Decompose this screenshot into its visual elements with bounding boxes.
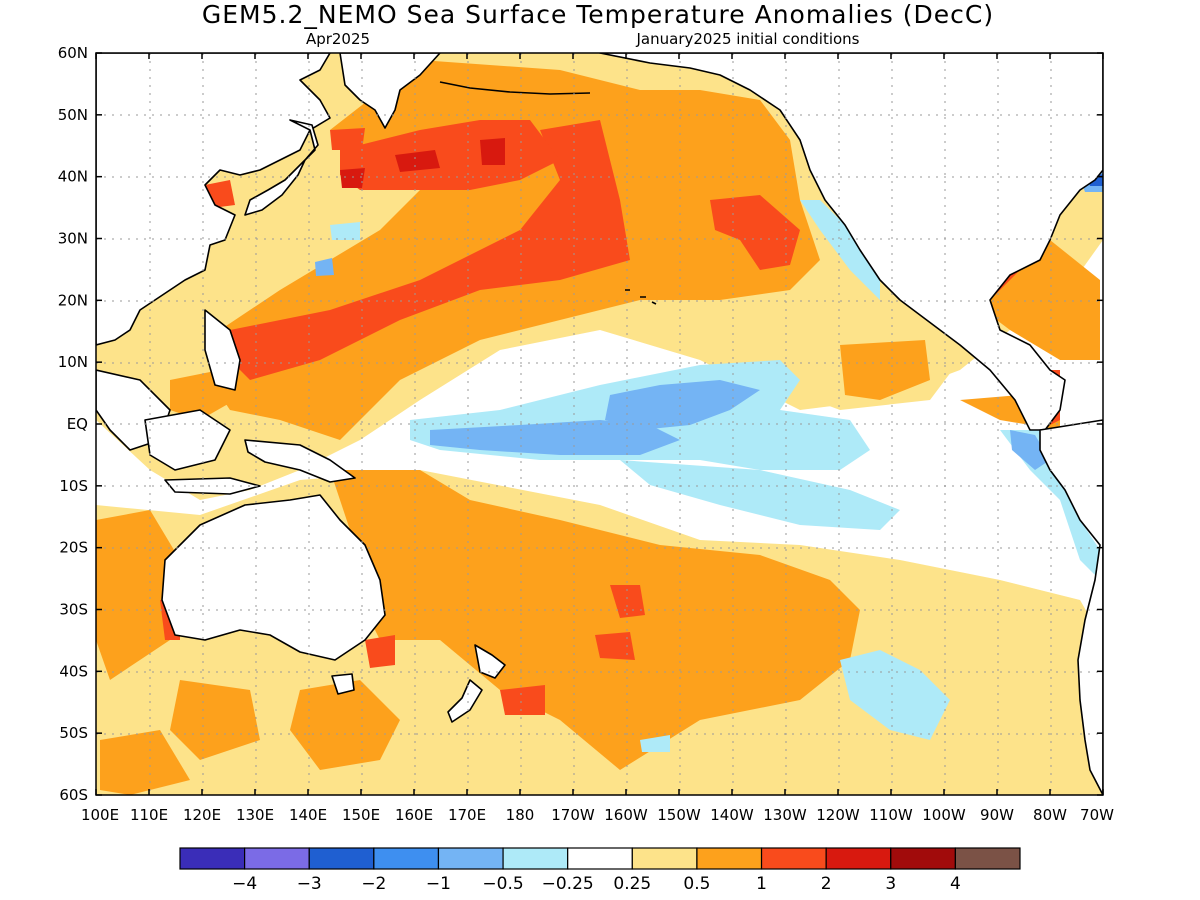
lat-label: EQ [67, 415, 88, 433]
lon-label: 140W [710, 806, 754, 824]
lat-label: 60S [59, 786, 88, 804]
lon-label: 100W [922, 806, 966, 824]
lat-label: 20N [58, 291, 88, 309]
colorbar-label: 0.25 [613, 874, 651, 894]
colorbar-swatch [567, 847, 633, 870]
lat-label: 40S [59, 662, 88, 680]
initial-conditions-label: January2025 initial conditions [636, 30, 860, 48]
colorbar-swatch [825, 847, 892, 870]
colorbar-label: 2 [821, 874, 832, 894]
colorbar-label: 4 [950, 874, 961, 894]
lat-label: 60N [58, 44, 88, 62]
lon-label: 130E [236, 806, 274, 824]
lon-label: 170W [551, 806, 595, 824]
map-field [96, 53, 1103, 795]
lon-label: 120W [816, 806, 860, 824]
anomaly-2-3 [340, 138, 505, 188]
lat-label: 40N [58, 168, 88, 186]
lat-label: 50N [58, 106, 88, 124]
lat-label: 10S [59, 477, 88, 495]
lon-label: 180 [506, 806, 535, 824]
lon-label: 130W [763, 806, 807, 824]
longitude-axis: 100E 110E 120E 130E 140E 150E 160E 170E 180 170W 1… [81, 53, 1114, 824]
colorbar-label: −3 [297, 874, 322, 894]
colorbar-swatch [760, 847, 827, 870]
colorbar-swatch [373, 847, 440, 870]
lon-label: 120E [183, 806, 221, 824]
colorbar-label: −2 [361, 874, 386, 894]
colorbar-swatch [179, 847, 246, 870]
lon-label: 170E [448, 806, 486, 824]
lon-label: 90W [980, 806, 1014, 824]
coastlines [96, 53, 1103, 795]
colorbar-swatch [437, 847, 504, 870]
colorbar: −4 −3 −2 −1 −0.5 −0.25 0.25 0.5 1 2 3 4 [179, 847, 1021, 894]
lon-label: 100E [81, 806, 119, 824]
lat-label: 30S [59, 601, 88, 619]
lat-label: 30N [58, 230, 88, 248]
colorbar-label: −0.5 [482, 874, 523, 894]
colorbar-label: −0.25 [542, 874, 594, 894]
lon-label: 150E [342, 806, 380, 824]
lon-label: 160E [395, 806, 433, 824]
latitude-axis: 60N 50N 40N 30N 20N 10N EQ 10S 20S 30S 40S 50S 60S [58, 44, 1103, 804]
colorbar-swatch [502, 847, 569, 870]
colorbar-swatch [890, 847, 956, 870]
colorbar-label: 3 [885, 874, 896, 894]
colorbar-swatch [696, 847, 763, 870]
lon-label: 160W [604, 806, 648, 824]
lat-label: 20S [59, 539, 88, 557]
colorbar-swatch [954, 847, 1021, 870]
lon-label: 110E [130, 806, 168, 824]
colorbar-label: 0.5 [683, 874, 710, 894]
lon-label: 140E [289, 806, 327, 824]
lon-label: 110W [869, 806, 913, 824]
lat-label: 10N [58, 353, 88, 371]
lat-label: 50S [59, 724, 88, 742]
colorbar-label: −4 [232, 874, 257, 894]
lon-label: 80W [1033, 806, 1067, 824]
forecast-month: Apr2025 [306, 30, 370, 48]
lon-label: 150W [657, 806, 701, 824]
map-title: GEM5.2_NEMO Sea Surface Temperature Anom… [202, 0, 994, 29]
colorbar-label: 1 [756, 874, 767, 894]
colorbar-swatch [308, 847, 375, 870]
colorbar-swatch [631, 847, 698, 870]
lon-label: 70W [1080, 806, 1114, 824]
colorbar-label: −1 [426, 874, 451, 894]
colorbar-swatch [244, 847, 310, 870]
